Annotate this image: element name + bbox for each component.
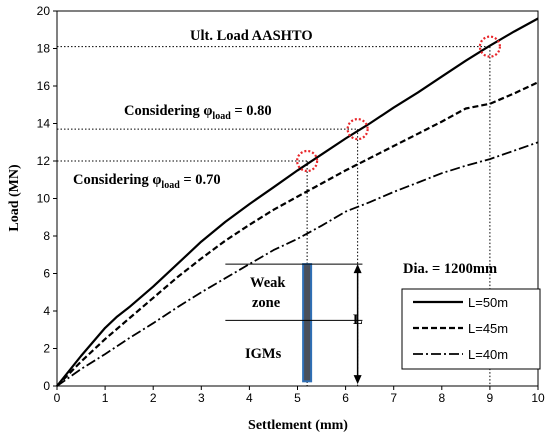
- y-tick-label: 18: [37, 42, 51, 56]
- phi-070-suffix: = 0.70: [180, 172, 221, 188]
- y-axis-title: Load (MN): [7, 164, 22, 232]
- x-tick-label: 9: [487, 391, 494, 405]
- y-tick-label: 0: [43, 379, 50, 393]
- legend: L=50m L=45m L=40m: [401, 288, 541, 370]
- x-tick-label: 5: [294, 391, 301, 405]
- y-tick-label: 16: [37, 79, 51, 93]
- marker-circle-2: [478, 35, 501, 58]
- weak-zone-label-line1: Weak: [250, 275, 286, 291]
- length-arrow-head-bottom: [353, 375, 362, 385]
- phi-080-prefix: Considering φ: [124, 103, 212, 119]
- weak-zone-label-line2: zone: [252, 295, 281, 311]
- x-tick-label: 8: [438, 391, 445, 405]
- y-tick-label: 6: [43, 267, 50, 281]
- x-tick-label: 1: [102, 391, 109, 405]
- legend-label-l50: L=50m: [468, 295, 508, 310]
- series-line-l50m: [56, 17, 539, 387]
- x-tick-label: 0: [54, 391, 61, 405]
- phi-070-label: Considering φload = 0.70: [73, 172, 221, 191]
- y-tick-label: 10: [37, 192, 51, 206]
- x-tick-label: 10: [531, 391, 545, 405]
- phi-080-subscript: load: [212, 111, 231, 122]
- x-tick-label: 2: [150, 391, 157, 405]
- x-tick-label: 6: [342, 391, 349, 405]
- marker-circle-1: [346, 118, 369, 141]
- igms-label: IGMs: [245, 346, 282, 362]
- y-tick-label: 12: [37, 154, 51, 168]
- y-tick-label: 14: [37, 117, 51, 131]
- legend-label-l45: L=45m: [468, 321, 508, 336]
- x-tick-label: 3: [198, 391, 205, 405]
- series-line-l45m: [56, 81, 539, 387]
- diameter-label: Dia. = 1200mm: [403, 261, 497, 277]
- x-tick-label: 7: [390, 391, 397, 405]
- y-tick-label: 4: [43, 304, 50, 318]
- legend-label-l40: L=40m: [468, 347, 508, 362]
- y-tick-label: 2: [43, 342, 50, 356]
- phi-070-subscript: load: [161, 180, 180, 191]
- marker-circle-0: [296, 149, 319, 173]
- ult-load-label: Ult. Load AASHTO: [190, 28, 313, 44]
- phi-070-prefix: Considering φ: [73, 172, 161, 188]
- x-axis-title: Settlement (mm): [248, 418, 348, 433]
- phi-080-label: Considering φload = 0.80: [124, 103, 272, 122]
- y-tick-label: 20: [37, 4, 51, 18]
- pile-shaft: [302, 263, 313, 383]
- length-arrow-head-top: [353, 264, 362, 274]
- series-line-l40m: [56, 141, 539, 387]
- phi-080-suffix: = 0.80: [231, 103, 272, 119]
- x-tick-label: 4: [246, 391, 253, 405]
- y-tick-label: 8: [43, 229, 50, 243]
- length-label: L: [353, 312, 363, 328]
